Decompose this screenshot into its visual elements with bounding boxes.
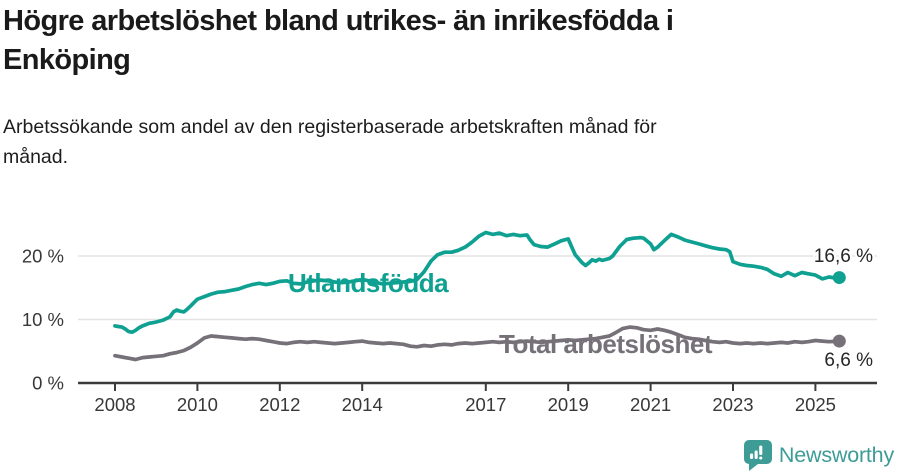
chart-subtitle: Arbetssökande som andel av den registerb… bbox=[3, 112, 883, 172]
series-end-dot-total bbox=[832, 334, 846, 348]
newsworthy-bubble-chart-icon bbox=[743, 440, 772, 471]
x-axis-label: 2025 bbox=[795, 394, 836, 415]
x-axis-label: 2017 bbox=[465, 394, 506, 415]
end-value-label-utlandsfodda: 16,6 % bbox=[814, 246, 873, 267]
page-title: Högre arbetslöshet bland utrikes- än inr… bbox=[3, 2, 893, 80]
y-axis-label: 20 % bbox=[22, 246, 64, 267]
title-line-2: Enköping bbox=[3, 44, 131, 76]
x-axis-label: 2008 bbox=[94, 394, 135, 415]
series-line-total bbox=[113, 325, 842, 362]
newsworthy-logo: Newsworthy bbox=[743, 440, 894, 471]
y-axis-label: 10 % bbox=[22, 309, 64, 330]
end-value-label-total: 6,6 % bbox=[824, 350, 873, 371]
y-axis-label: 0 % bbox=[32, 373, 64, 394]
x-axis-label: 2021 bbox=[630, 394, 671, 415]
subtitle-line-1: Arbetssökande som andel av den registerb… bbox=[3, 116, 657, 138]
title-line-1: Högre arbetslöshet bland utrikes- än inr… bbox=[3, 5, 674, 37]
x-axis-label: 2012 bbox=[259, 394, 300, 415]
subtitle-line-2: månad. bbox=[3, 146, 69, 168]
x-axis-label: 2019 bbox=[548, 394, 589, 415]
series-label-utlandsfodda: Utlandsfödda bbox=[288, 268, 449, 298]
newsworthy-wordmark: Newsworthy bbox=[778, 443, 894, 467]
series-end-dot-utlandsfodda bbox=[832, 271, 846, 285]
x-axis-label: 2023 bbox=[712, 394, 753, 415]
series-line-utlandsfodda bbox=[113, 230, 842, 335]
x-axis-label: 2014 bbox=[342, 394, 383, 415]
series-label-total: Total arbetslöshet bbox=[499, 329, 713, 359]
x-axis-label: 2010 bbox=[177, 394, 218, 415]
